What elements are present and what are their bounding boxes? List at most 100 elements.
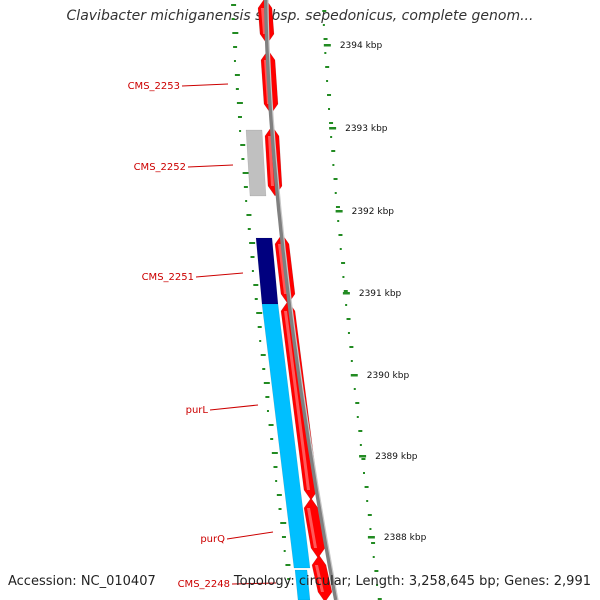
gc-tick-right xyxy=(335,206,340,208)
gc-tick xyxy=(271,452,278,454)
feature-cms2248 xyxy=(311,554,333,600)
feature-cms2252-other xyxy=(245,129,267,197)
gc-tick-right xyxy=(334,192,337,194)
gc-tick xyxy=(283,550,286,552)
gc-tick xyxy=(251,270,254,272)
gc-tick-right xyxy=(333,178,338,180)
gc-tick-right xyxy=(356,416,359,418)
gc-tick-right xyxy=(371,542,376,544)
gc-tick-right xyxy=(346,318,351,320)
gc-tick xyxy=(259,340,262,342)
gene-label-cms2253: CMS_2253 xyxy=(128,81,180,92)
gene-leader-line xyxy=(181,83,229,87)
gene-leader-line xyxy=(226,531,274,540)
gc-tick-right xyxy=(342,276,345,278)
genome-title: Clavibacter michiganensis subsp. sepedon… xyxy=(66,8,534,24)
gene-labels: CMS_2253 CMS_2252 CMS_2251 purL purQ CMS_2248 xyxy=(128,81,277,590)
genome-summary: Topology: circular; Length: 3,258,645 bp… xyxy=(233,574,591,589)
gc-tick-right xyxy=(339,248,342,250)
feature-purl-reverse xyxy=(261,303,311,569)
backbone-line xyxy=(264,0,338,600)
gc-tick-right xyxy=(327,94,332,96)
scale-tick-label: 2394 kbp xyxy=(340,41,383,51)
gc-tick xyxy=(262,368,266,370)
gc-tick-right xyxy=(325,66,330,68)
gc-tick-right xyxy=(326,80,329,82)
gene-leader-line xyxy=(195,272,244,278)
accession-label: Accession: NC_010407 xyxy=(8,574,156,589)
gc-tick xyxy=(270,438,274,440)
gc-tick xyxy=(247,228,251,230)
gc-tick xyxy=(285,564,291,566)
gc-tick xyxy=(235,88,239,90)
gc-tick xyxy=(280,522,287,524)
gc-tick xyxy=(240,144,246,146)
gene-label-cms2252: CMS_2252 xyxy=(134,162,186,173)
gc-tick xyxy=(249,242,256,244)
gc-tick xyxy=(233,46,238,48)
gc-tick xyxy=(256,312,263,314)
gc-tick xyxy=(287,578,291,580)
gc-tick-right xyxy=(376,584,379,586)
gc-tick xyxy=(275,480,278,482)
gc-tick-right xyxy=(323,38,328,40)
gc-tick-right xyxy=(369,528,372,530)
scale-tick-label: 2392 kbp xyxy=(352,207,395,217)
gc-tick xyxy=(245,200,248,202)
gc-tick-right xyxy=(366,500,369,502)
gc-tick xyxy=(243,186,248,188)
gc-tick xyxy=(273,466,278,468)
gc-tick xyxy=(231,4,237,6)
gc-tick xyxy=(281,536,286,538)
gene-leader-line xyxy=(231,582,277,585)
scale-tick-label: 2390 kbp xyxy=(367,371,410,381)
gc-tick-right xyxy=(345,304,348,306)
gene-label-cms2248: CMS_2248 xyxy=(178,579,230,590)
gc-tick-right xyxy=(324,52,327,54)
gc-tick xyxy=(253,284,259,286)
scale-tick-label: 2388 kbp xyxy=(384,533,427,543)
feature-purl-highlight xyxy=(284,311,310,490)
gc-tick xyxy=(260,354,266,356)
gc-tick xyxy=(246,214,252,216)
gc-tick xyxy=(254,298,258,300)
scale-tick xyxy=(359,455,367,458)
gc-tick-right xyxy=(350,360,353,362)
gc-tick-right xyxy=(377,598,382,600)
scale-tick xyxy=(323,44,331,47)
backbone-highlight xyxy=(267,0,339,600)
gc-tick xyxy=(257,326,262,328)
scale-tick xyxy=(335,210,343,213)
gc-tick-right xyxy=(331,150,336,152)
feature-cms2251-highlight xyxy=(278,244,287,294)
gc-tick-right xyxy=(367,514,372,516)
scale-tick-label: 2391 kbp xyxy=(359,289,402,299)
feature-cms2251-reverse xyxy=(255,237,279,305)
gc-tick-right xyxy=(329,122,334,124)
gc-tick-right xyxy=(362,472,365,474)
scale-tick xyxy=(350,374,358,377)
gc-tick-right xyxy=(355,402,360,404)
gc-tick-right xyxy=(337,220,340,222)
gc-tick-right xyxy=(358,430,363,432)
gc-tick-right xyxy=(353,388,356,390)
gc-tick-right xyxy=(330,136,333,138)
gc-tick xyxy=(237,116,242,118)
gc-tick xyxy=(276,494,282,496)
gene-label-purq: purQ xyxy=(200,534,225,545)
feature-cms2248-highlight xyxy=(315,565,324,592)
gene-leader-line xyxy=(187,164,234,168)
feature-purq-highlight xyxy=(307,508,317,548)
gc-tick-right xyxy=(347,332,350,334)
gc-tick-right xyxy=(328,108,331,110)
gc-tick-right xyxy=(322,10,327,12)
gene-label-cms2251: CMS_2251 xyxy=(142,272,194,283)
scale-track: 2394 kbp 2393 kbp 2392 kbp 2391 kbp 2390 kbp… xyxy=(323,41,427,543)
gc-tick xyxy=(231,18,235,20)
gc-tick-right xyxy=(372,556,375,558)
gc-tick xyxy=(239,130,242,132)
gc-tick-right xyxy=(338,234,343,236)
gc-tick xyxy=(266,410,269,412)
gc-tick xyxy=(232,32,239,34)
scale-tick-label: 2389 kbp xyxy=(375,452,418,462)
